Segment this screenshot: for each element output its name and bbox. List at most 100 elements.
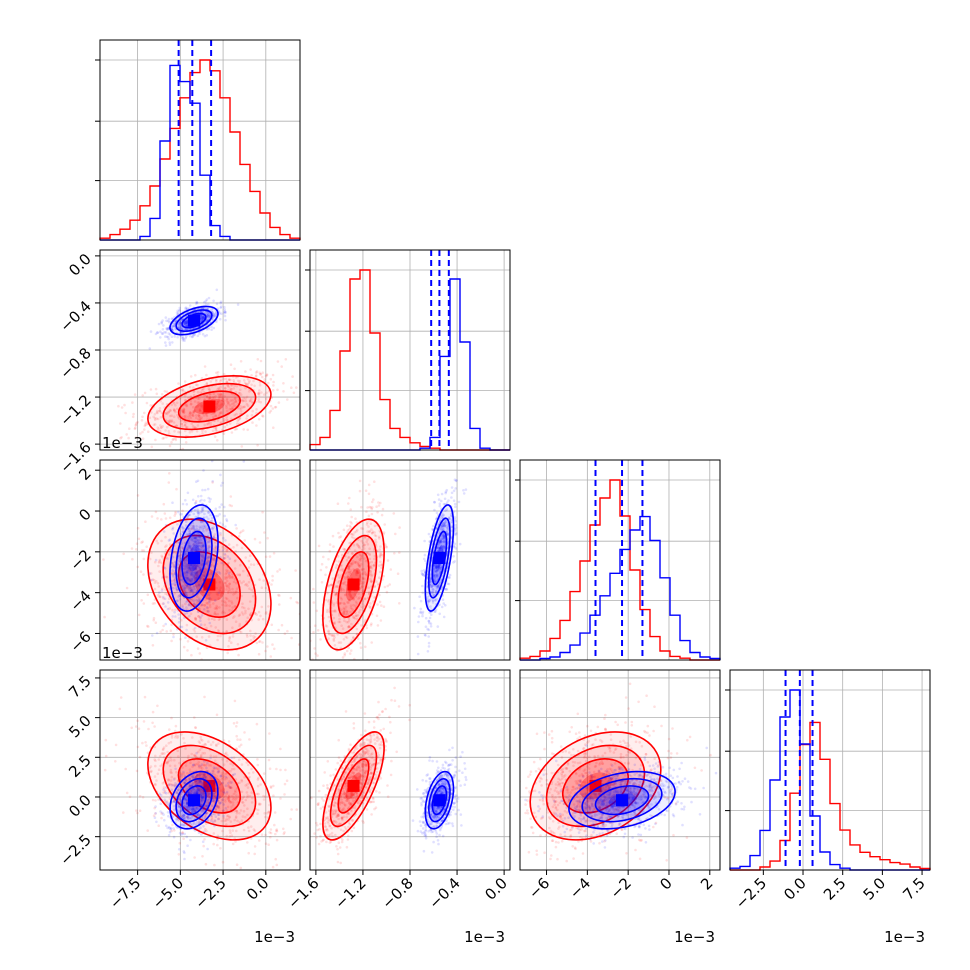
blue-sample-point	[184, 575, 187, 578]
red-sample-point	[251, 421, 254, 424]
blue-sample-point	[185, 321, 188, 324]
red-sample-point	[180, 408, 183, 411]
red-sample-point	[223, 819, 226, 823]
red-sample-point	[185, 576, 189, 580]
blue-sample-point	[450, 491, 454, 495]
blue-sample-point	[218, 505, 221, 509]
red-sample-point	[209, 380, 213, 383]
red-sample-point	[354, 517, 357, 520]
red-sample-point	[247, 390, 251, 393]
blue-sample-point	[413, 606, 416, 610]
red-sample-point	[347, 646, 351, 650]
blue-sample-point	[215, 288, 219, 292]
blue-sample-point	[191, 498, 195, 502]
red-sample-point	[213, 759, 217, 762]
red-sample-point	[141, 741, 144, 745]
blue-sample-point	[180, 512, 184, 516]
red-sample-point	[327, 600, 330, 603]
red-sample-point	[212, 602, 215, 605]
red-sample-point	[225, 397, 229, 401]
red-sample-point	[373, 596, 376, 599]
blue-sample-point	[426, 595, 430, 599]
red-sample-point	[204, 763, 208, 767]
red-sample-point	[340, 624, 343, 627]
red-sample-point	[242, 810, 246, 813]
red-sample-point	[216, 612, 219, 616]
blue-sample-point	[432, 574, 436, 578]
red-sample-point	[146, 829, 149, 832]
blue-sample-point	[210, 328, 213, 332]
blue-sample-point	[437, 564, 440, 567]
red-sample-point	[282, 827, 285, 831]
blue-sample-point	[223, 310, 227, 313]
blue-sample-point	[426, 627, 429, 631]
blue-sample-point	[222, 557, 226, 560]
blue-sample-point	[189, 580, 193, 583]
blue-sample-point	[202, 315, 205, 319]
red-sample-point	[247, 771, 251, 775]
blue-sample-point	[200, 498, 203, 502]
red-sample-point	[161, 425, 164, 428]
red-sample-point	[317, 544, 321, 548]
red-sample-point	[273, 647, 276, 651]
blue-sample-point	[188, 579, 192, 582]
red-sample-point	[352, 560, 355, 563]
red-sample-point	[306, 602, 309, 605]
red-sample-point	[198, 748, 202, 752]
red-sample-point	[386, 584, 390, 588]
blue-sample-point	[191, 566, 194, 569]
red-sample-point	[235, 812, 239, 815]
red-sample-point	[188, 411, 192, 414]
blue-sample-point	[434, 565, 438, 569]
red-sample-point	[200, 416, 203, 419]
red-sample-point	[212, 395, 215, 399]
red-sample-point	[251, 796, 254, 800]
red-sample-point	[360, 527, 363, 530]
red-sample-point	[199, 391, 202, 394]
red-sample-point	[174, 724, 178, 728]
blue-sample-point	[207, 314, 210, 318]
red-sample-point	[182, 837, 185, 840]
red-sample-point	[239, 388, 242, 392]
red-sample-point	[225, 568, 228, 572]
red-sample-point	[257, 400, 260, 403]
red-sample-point	[243, 731, 246, 734]
red-sample-point	[170, 733, 174, 737]
grid-lines	[100, 250, 300, 450]
red-sample-point	[205, 529, 208, 532]
blue-sample-point	[212, 312, 215, 315]
red-sample-point	[230, 417, 233, 421]
red-sample-point	[376, 603, 379, 606]
blue-sample-point	[438, 580, 442, 584]
blue-sample-point	[186, 547, 189, 550]
blue-sample-point	[178, 326, 182, 329]
red-sample-point	[257, 618, 261, 621]
blue-sample-point	[190, 586, 193, 590]
blue-sample-point	[441, 514, 445, 518]
red-sample-point	[196, 424, 200, 427]
red-sample-point	[167, 778, 170, 781]
red-sample-point	[162, 746, 166, 749]
red-sample-point	[182, 409, 185, 413]
red-sample-point	[220, 819, 224, 823]
red-sample-point	[201, 855, 204, 858]
red-sample-point	[327, 558, 330, 561]
red-sample-point	[348, 652, 352, 655]
red-sample-point	[360, 582, 363, 586]
red-sample-point	[216, 388, 219, 391]
blue-sample-point	[223, 552, 227, 556]
blue-sample-point	[444, 525, 448, 528]
blue-sample-point	[224, 539, 227, 542]
red-sample-point	[207, 421, 211, 425]
red-sample-point	[146, 593, 150, 597]
red-sample-point	[183, 572, 186, 575]
red-sample-point	[187, 563, 190, 566]
blue-sample-point	[212, 326, 216, 330]
red-sample-point	[213, 773, 217, 777]
red-sample-point	[204, 743, 207, 746]
red-sample-point	[160, 426, 163, 429]
blue-sample-point	[441, 598, 445, 601]
red-sample-point	[157, 824, 160, 827]
red-sample-point	[180, 618, 183, 622]
red-sample-point	[218, 606, 221, 609]
